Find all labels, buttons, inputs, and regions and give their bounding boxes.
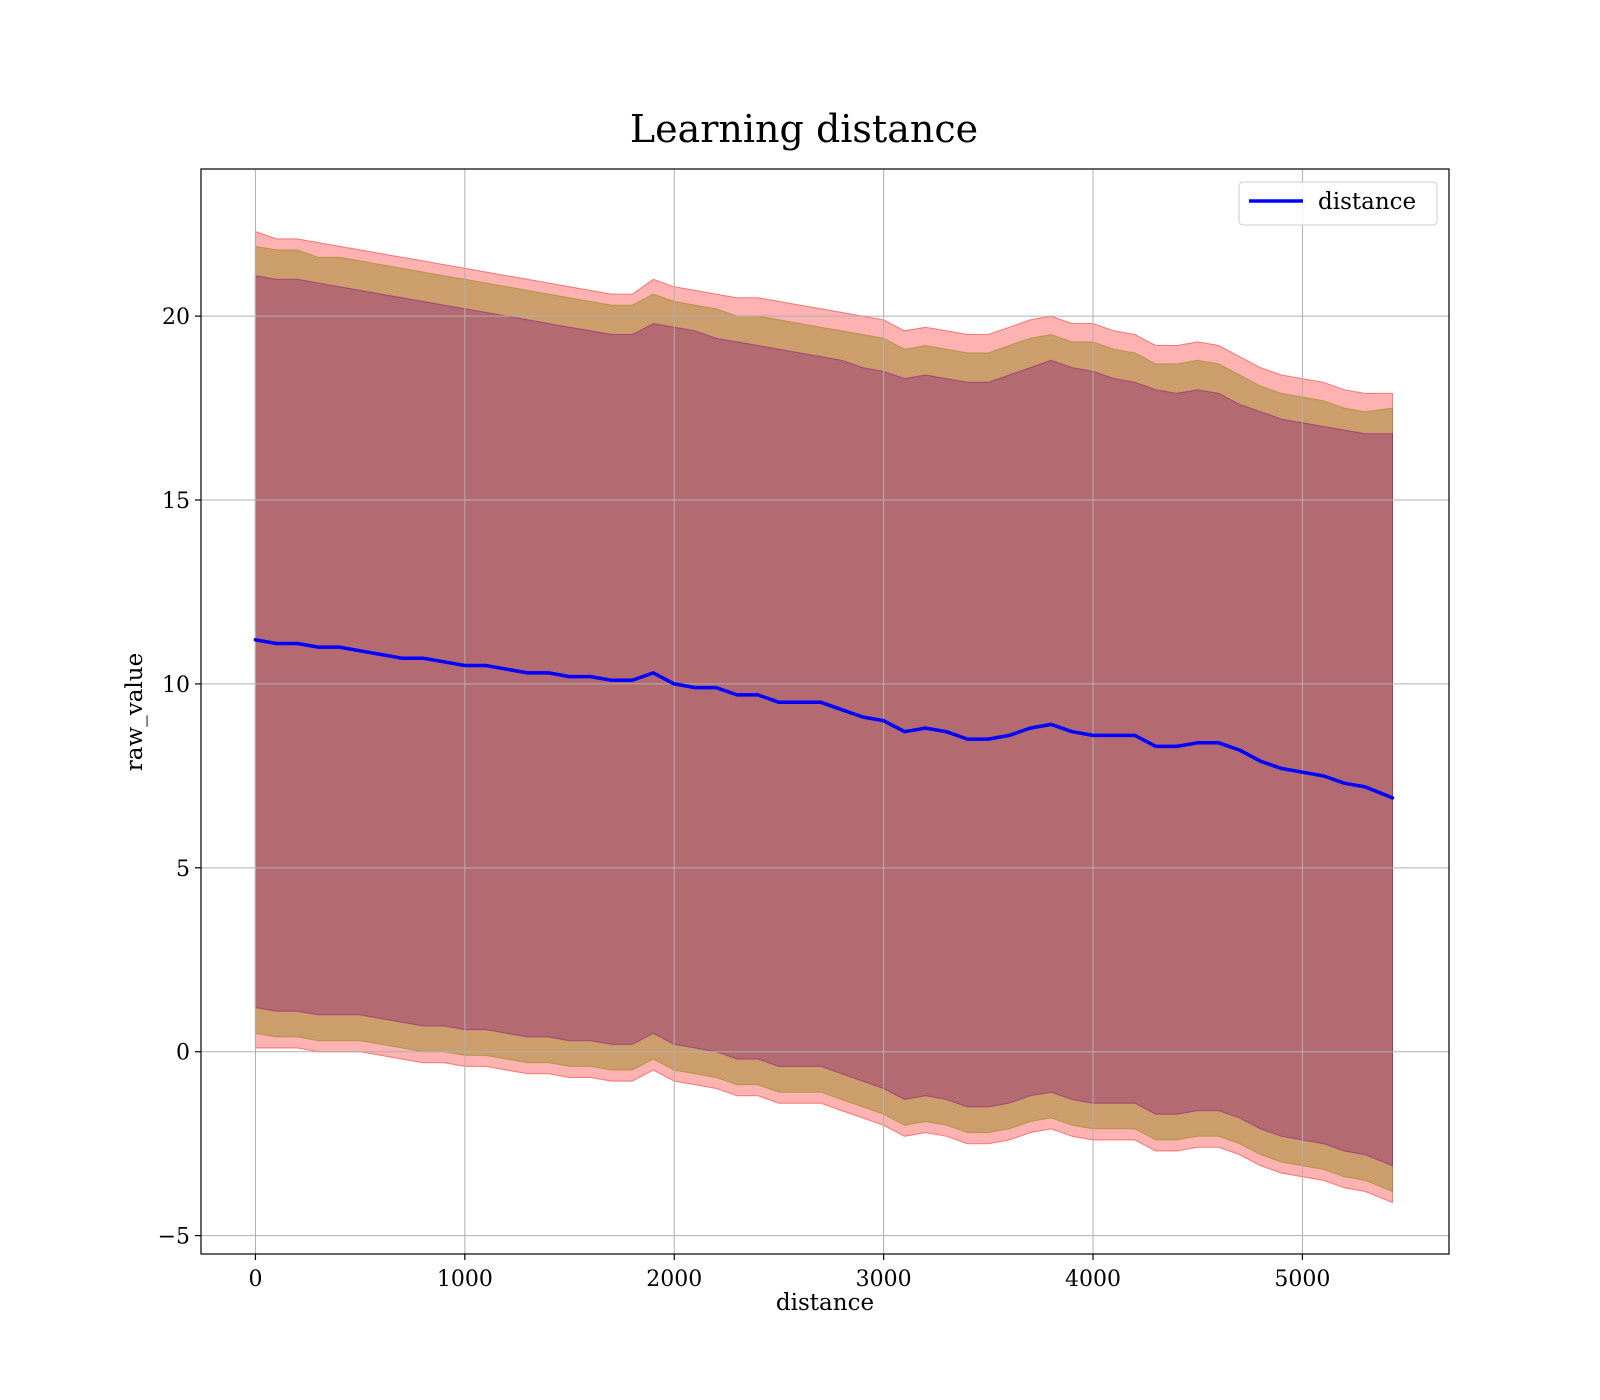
series-lines	[253, 638, 1395, 800]
legend-label-distance: distance	[1318, 189, 1416, 215]
legend: distance	[1238, 181, 1438, 226]
y-tick-label: 15	[162, 489, 190, 514]
y-tick-label: 0	[176, 1041, 190, 1066]
band-outer	[254, 230, 1393, 1204]
y-axis: −5 0 5 10 15 20	[158, 305, 201, 1250]
band-inner	[254, 245, 1393, 1193]
legend-box	[1238, 181, 1438, 226]
plot-background	[201, 169, 1449, 1254]
y-axis-label: raw_value	[122, 653, 148, 771]
y-tick-label: 5	[176, 857, 190, 882]
series-line-distance	[253, 638, 1395, 800]
plot-area	[200, 168, 1450, 1255]
x-tick-label: 1000	[437, 1267, 493, 1292]
plot-frame	[200, 168, 1450, 1255]
x-tick-label: 3000	[856, 1267, 912, 1292]
x-tick-label: 2000	[646, 1267, 702, 1292]
y-tick-label: −5	[158, 1225, 190, 1250]
y-tick-label: 10	[162, 673, 190, 698]
band-core	[254, 275, 1393, 1167]
chart-title: Learning distance	[630, 107, 978, 151]
x-tick-label: 4000	[1065, 1267, 1121, 1292]
y-tick-label: 20	[162, 305, 190, 330]
x-tick-label: 0	[248, 1267, 262, 1292]
grid-lines	[201, 169, 1449, 1254]
x-tick-label: 5000	[1274, 1267, 1330, 1292]
x-axis: 0 1000 2000 3000 4000 5000	[248, 1254, 1330, 1292]
x-axis-label: distance	[776, 1290, 874, 1316]
confidence-bands	[254, 230, 1393, 1204]
